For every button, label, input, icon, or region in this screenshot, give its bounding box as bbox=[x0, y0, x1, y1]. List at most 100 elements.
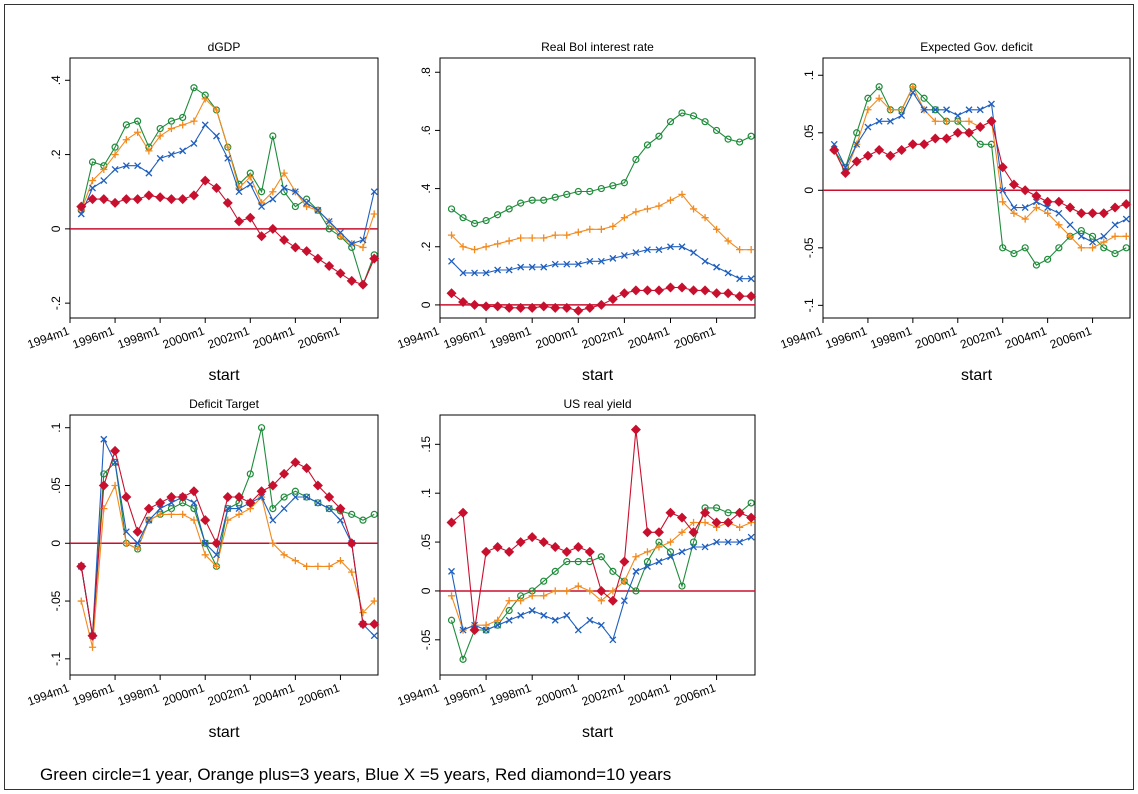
marker bbox=[269, 516, 277, 524]
marker bbox=[100, 165, 108, 174]
y-tick-label: -.05 bbox=[802, 237, 816, 258]
marker bbox=[1100, 232, 1108, 240]
marker bbox=[303, 562, 311, 570]
marker bbox=[632, 155, 640, 164]
marker bbox=[561, 546, 572, 557]
marker bbox=[999, 186, 1007, 194]
marker bbox=[201, 539, 209, 547]
marker bbox=[643, 548, 652, 556]
marker bbox=[122, 121, 130, 129]
marker bbox=[269, 132, 277, 140]
y-tick-label: 0 bbox=[802, 187, 816, 194]
marker bbox=[689, 205, 698, 213]
y-tick-label: .1 bbox=[419, 488, 433, 498]
marker bbox=[89, 184, 96, 192]
marker bbox=[678, 243, 686, 251]
marker bbox=[280, 551, 288, 559]
marker bbox=[597, 621, 605, 629]
marker bbox=[224, 154, 232, 162]
marker bbox=[538, 301, 549, 312]
marker bbox=[201, 121, 209, 129]
marker bbox=[1021, 204, 1029, 212]
marker bbox=[447, 231, 456, 239]
marker bbox=[1088, 232, 1097, 240]
marker bbox=[563, 611, 571, 619]
marker bbox=[747, 275, 755, 283]
marker bbox=[325, 225, 333, 233]
marker bbox=[458, 297, 469, 308]
marker bbox=[348, 510, 356, 518]
marker bbox=[574, 582, 582, 590]
marker bbox=[156, 154, 164, 162]
marker bbox=[584, 302, 595, 313]
marker bbox=[632, 208, 640, 216]
marker bbox=[677, 512, 688, 523]
marker bbox=[736, 138, 744, 146]
y-tick-label: .4 bbox=[49, 75, 63, 85]
marker bbox=[179, 510, 187, 518]
marker bbox=[586, 587, 594, 595]
marker bbox=[609, 254, 617, 262]
marker bbox=[76, 201, 87, 212]
marker bbox=[724, 538, 732, 546]
marker bbox=[1077, 226, 1085, 235]
marker bbox=[188, 486, 199, 497]
marker bbox=[111, 150, 119, 159]
marker bbox=[620, 597, 628, 605]
marker bbox=[723, 517, 734, 528]
marker bbox=[166, 194, 177, 205]
marker bbox=[678, 109, 686, 117]
marker bbox=[470, 219, 479, 228]
marker bbox=[88, 176, 97, 185]
marker bbox=[111, 143, 119, 151]
marker bbox=[999, 244, 1007, 252]
x-axis-title: start bbox=[961, 367, 993, 384]
marker bbox=[688, 285, 699, 296]
y-tick-label: -.1 bbox=[802, 298, 816, 312]
marker bbox=[875, 117, 883, 125]
marker bbox=[280, 493, 288, 501]
marker bbox=[100, 470, 108, 478]
marker bbox=[446, 517, 457, 528]
marker bbox=[256, 486, 267, 497]
marker bbox=[448, 567, 455, 575]
marker bbox=[222, 492, 233, 503]
marker bbox=[563, 587, 571, 595]
marker bbox=[280, 184, 288, 192]
marker bbox=[701, 118, 709, 126]
marker bbox=[1088, 244, 1097, 252]
marker bbox=[492, 541, 503, 552]
marker bbox=[1098, 208, 1109, 219]
marker bbox=[314, 562, 322, 570]
marker bbox=[713, 538, 721, 546]
y-tick-label: -.05 bbox=[419, 629, 433, 650]
marker bbox=[369, 253, 380, 264]
marker bbox=[597, 257, 605, 265]
marker bbox=[734, 291, 745, 302]
marker bbox=[988, 100, 995, 108]
marker bbox=[1020, 185, 1031, 196]
marker bbox=[279, 235, 290, 245]
y-tick-label: -.1 bbox=[49, 651, 63, 665]
marker bbox=[156, 505, 164, 513]
marker bbox=[997, 162, 1008, 173]
marker bbox=[643, 246, 651, 254]
marker bbox=[213, 551, 220, 559]
marker bbox=[609, 222, 617, 230]
marker bbox=[482, 243, 490, 251]
marker bbox=[1032, 203, 1040, 212]
marker bbox=[942, 117, 951, 125]
marker bbox=[597, 225, 605, 233]
marker bbox=[458, 507, 469, 518]
marker bbox=[1044, 255, 1052, 263]
marker bbox=[700, 507, 711, 518]
marker bbox=[736, 275, 744, 283]
marker bbox=[527, 302, 538, 313]
marker bbox=[357, 619, 368, 630]
marker bbox=[134, 162, 142, 170]
marker bbox=[712, 126, 721, 135]
marker bbox=[471, 269, 479, 277]
marker bbox=[574, 187, 582, 196]
marker bbox=[234, 216, 245, 227]
marker bbox=[667, 243, 674, 251]
